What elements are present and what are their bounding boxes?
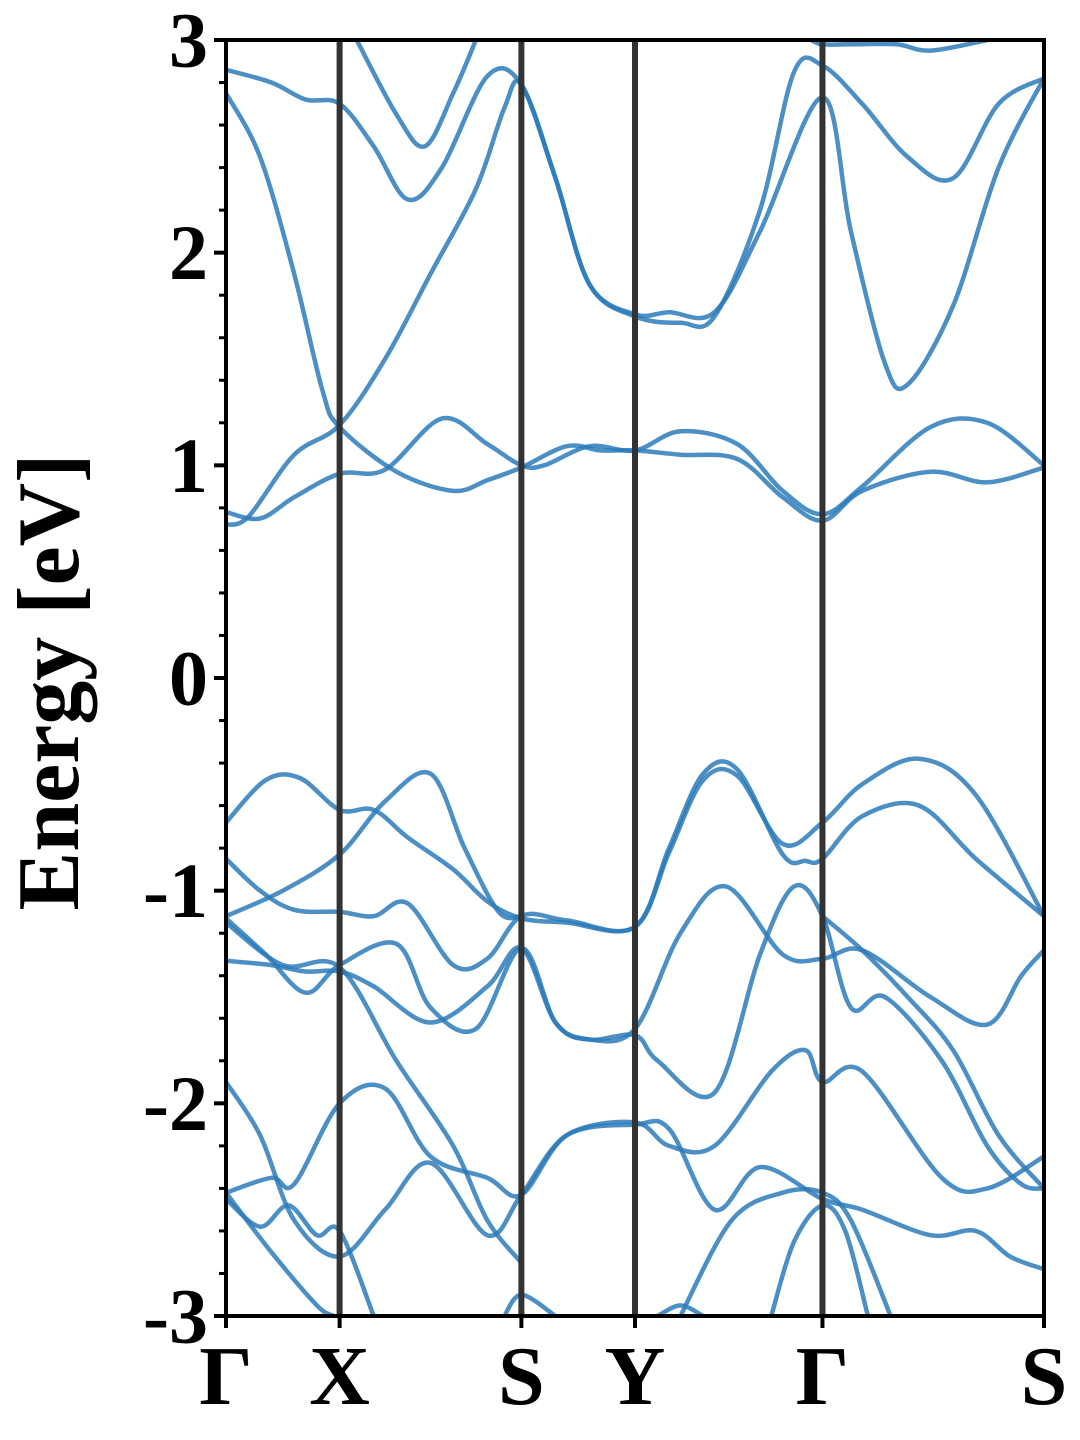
band-line <box>226 769 524 921</box>
k-point-label: S <box>498 1330 545 1423</box>
band-line <box>655 1303 706 1316</box>
k-point-label: Γ <box>796 1330 849 1423</box>
y-axis-label: Energy [eV] <box>1 454 98 911</box>
y-tick-label: -1 <box>143 847 208 934</box>
band-line <box>226 55 1044 330</box>
y-tick-label: 3 <box>169 0 208 84</box>
band-line <box>226 884 1044 1044</box>
band-line <box>354 40 479 149</box>
y-tick-label: 2 <box>169 209 208 296</box>
band-line <box>820 913 1044 1191</box>
k-point-label: Y <box>605 1330 666 1423</box>
k-point-label: S <box>1021 1330 1068 1423</box>
band-line <box>226 759 1044 972</box>
band-line <box>502 1292 558 1316</box>
band-line <box>226 920 524 1266</box>
band-line <box>226 882 1044 1191</box>
y-tick-label: 1 <box>169 422 208 509</box>
band-line <box>226 1190 337 1316</box>
k-point-label: X <box>309 1330 370 1423</box>
k-point-label: Γ <box>199 1330 252 1423</box>
y-axis-ticks: 3 2 1 0 -1 -2 -3 <box>143 0 226 1360</box>
high-symmetry-lines <box>336 40 826 1316</box>
band-line <box>226 1196 376 1316</box>
band-line <box>678 1186 893 1316</box>
y-tick-label: -2 <box>143 1060 208 1147</box>
y-tick-label: 0 <box>169 635 208 722</box>
y-tick-label: -3 <box>143 1273 208 1360</box>
